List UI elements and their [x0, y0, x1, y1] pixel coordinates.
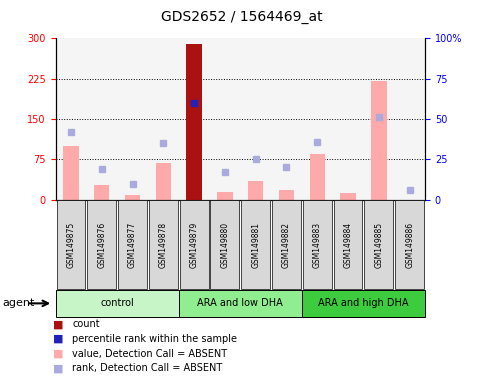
Text: GSM149884: GSM149884 [343, 222, 353, 268]
Text: GSM149881: GSM149881 [251, 222, 260, 268]
Bar [310, 154, 325, 200]
Text: control: control [100, 298, 134, 308]
Text: ■: ■ [53, 319, 64, 329]
Text: GSM149879: GSM149879 [190, 222, 199, 268]
Text: GSM149875: GSM149875 [67, 222, 75, 268]
Text: GSM149886: GSM149886 [405, 222, 414, 268]
Bar [217, 192, 233, 200]
Text: GSM149883: GSM149883 [313, 222, 322, 268]
Text: rank, Detection Call = ABSENT: rank, Detection Call = ABSENT [72, 363, 223, 373]
Bar [248, 181, 263, 200]
Text: GSM149876: GSM149876 [97, 222, 106, 268]
Bar [125, 195, 140, 200]
Text: ■: ■ [53, 349, 64, 359]
Bar [371, 81, 386, 200]
Bar [341, 193, 356, 200]
Text: GSM149877: GSM149877 [128, 222, 137, 268]
Bar [156, 163, 171, 200]
Text: percentile rank within the sample: percentile rank within the sample [72, 334, 238, 344]
Text: value, Detection Call = ABSENT: value, Detection Call = ABSENT [72, 349, 227, 359]
Text: GSM149885: GSM149885 [374, 222, 384, 268]
Text: GSM149882: GSM149882 [282, 222, 291, 268]
Text: agent: agent [2, 298, 35, 308]
Bar [186, 44, 202, 200]
Bar [63, 146, 79, 200]
Text: count: count [72, 319, 100, 329]
Text: ■: ■ [53, 334, 64, 344]
Text: GSM149880: GSM149880 [220, 222, 229, 268]
Bar [279, 190, 294, 200]
Text: GSM149878: GSM149878 [159, 222, 168, 268]
Bar [94, 185, 110, 200]
Text: ARA and low DHA: ARA and low DHA [198, 298, 283, 308]
Text: GDS2652 / 1564469_at: GDS2652 / 1564469_at [161, 10, 322, 23]
Text: ARA and high DHA: ARA and high DHA [318, 298, 409, 308]
Text: ■: ■ [53, 363, 64, 373]
